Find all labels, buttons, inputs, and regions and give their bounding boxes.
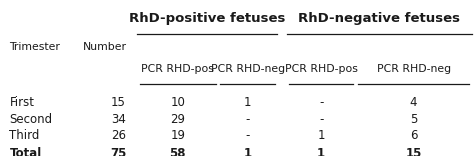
Text: 15: 15 [111, 96, 126, 109]
Text: -: - [319, 96, 323, 109]
Text: RhD-positive fetuses: RhD-positive fetuses [129, 12, 285, 25]
Text: 58: 58 [170, 147, 186, 156]
Text: 75: 75 [110, 147, 127, 156]
Text: 6: 6 [410, 129, 417, 142]
Text: 29: 29 [170, 113, 185, 126]
Text: 1: 1 [244, 147, 252, 156]
Text: 34: 34 [111, 113, 126, 126]
Text: -: - [319, 113, 323, 126]
Text: -: - [246, 113, 250, 126]
Text: 1: 1 [317, 147, 325, 156]
Text: PCR RHD-pos: PCR RHD-pos [285, 64, 357, 74]
Text: First: First [9, 96, 35, 109]
Text: 15: 15 [405, 147, 422, 156]
Text: 10: 10 [170, 96, 185, 109]
Text: 19: 19 [170, 129, 185, 142]
Text: 1: 1 [318, 129, 325, 142]
Text: PCR RHD-neg: PCR RHD-neg [376, 64, 451, 74]
Text: 26: 26 [111, 129, 126, 142]
Text: PCR RHD-neg: PCR RHD-neg [210, 64, 285, 74]
Text: Third: Third [9, 129, 40, 142]
Text: Trimester: Trimester [9, 42, 60, 52]
Text: 1: 1 [244, 96, 251, 109]
Text: PCR RHD-pos: PCR RHD-pos [141, 64, 214, 74]
Text: Total: Total [9, 147, 42, 156]
Text: RhD-negative fetuses: RhD-negative fetuses [298, 12, 460, 25]
Text: 4: 4 [410, 96, 417, 109]
Text: Second: Second [9, 113, 53, 126]
Text: Number: Number [83, 42, 127, 52]
Text: -: - [246, 129, 250, 142]
Text: 5: 5 [410, 113, 417, 126]
